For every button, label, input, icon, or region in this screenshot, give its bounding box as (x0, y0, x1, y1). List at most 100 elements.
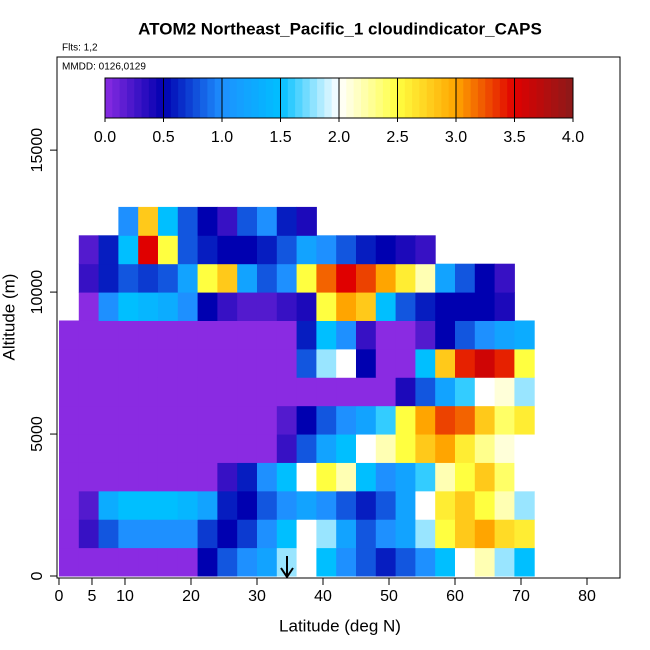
colorbar-cell (243, 78, 252, 118)
heatmap-cell (256, 292, 278, 321)
colorbar-cell (200, 78, 208, 118)
heatmap-cell (415, 377, 436, 407)
heatmap-cell (197, 263, 218, 293)
heatmap-cell (415, 263, 436, 293)
heatmap-cell (138, 235, 159, 265)
heatmap-cell (197, 377, 218, 407)
heatmap-cell (237, 434, 258, 463)
heatmap-cell (296, 547, 317, 577)
heatmap-cell (296, 263, 317, 293)
heatmap-cell (435, 348, 456, 378)
heatmap-cell (296, 235, 317, 265)
heatmap-cell (58, 348, 80, 378)
heatmap-cell (217, 263, 238, 293)
heatmap-cell (296, 519, 317, 549)
heatmap-cell (474, 292, 496, 321)
heatmap-cell (454, 547, 476, 577)
heatmap-cell (494, 377, 515, 407)
heatmap-cell (58, 405, 80, 435)
colorbar-tick-label: 2.5 (386, 129, 408, 146)
heatmap-cell (415, 405, 436, 435)
heatmap-cell (237, 490, 258, 520)
heatmap-cell (118, 377, 139, 407)
heatmap-cell (138, 206, 159, 236)
x-tick-label: 50 (380, 588, 398, 605)
heatmap-cell (197, 490, 218, 520)
colorbar-cell (514, 78, 523, 118)
colorbar-cell (353, 78, 362, 118)
heatmap-cell (336, 519, 357, 549)
heatmap-cell (98, 320, 119, 350)
heatmap-cell (118, 320, 139, 350)
heatmap-cell (138, 405, 159, 435)
heatmap-cell (276, 206, 298, 236)
heatmap-cell (276, 490, 298, 520)
heatmap-cell (118, 348, 139, 378)
colorbar-cell (119, 78, 128, 118)
heatmap-cell (514, 405, 535, 435)
heatmap-cell (58, 490, 80, 520)
heatmap-cell (375, 292, 397, 321)
heatmap-cell (296, 405, 317, 435)
heatmap-cell (336, 547, 357, 577)
heatmap-cell (435, 377, 456, 407)
heatmap-cell (435, 434, 456, 463)
heatmap-cell (336, 263, 357, 293)
colorbar-cell (441, 78, 450, 118)
heatmap-cell (355, 519, 377, 549)
heatmap-cell (256, 547, 278, 577)
heatmap-cell (197, 519, 218, 549)
heatmap-cell (415, 434, 436, 463)
heatmap-cell (98, 263, 119, 293)
heatmap-cell (217, 292, 238, 321)
heatmap-cell (454, 490, 476, 520)
heatmap-cell (474, 348, 496, 378)
heatmap-cell (197, 547, 218, 577)
heatmap-cell (177, 292, 199, 321)
heatmap-cell (157, 462, 179, 492)
heatmap-cell (78, 377, 100, 407)
colorbar-cell (229, 78, 238, 118)
heatmap-cell (78, 547, 100, 577)
heatmap-cell (276, 405, 298, 435)
colorbar-cell (529, 78, 537, 118)
heatmap-cell (118, 519, 139, 549)
colorbar-cell (214, 78, 223, 118)
colorbar-cell (156, 78, 164, 118)
heatmap-cell (118, 292, 139, 321)
heatmap-cell (177, 434, 199, 463)
heatmap-cell (454, 292, 476, 321)
heatmap-cell (177, 320, 199, 350)
colorbar-cell (368, 78, 377, 118)
heatmap-cell (435, 320, 456, 350)
heatmap-cell (177, 405, 199, 435)
chart-title: ATOM2 Northeast_Pacific_1 cloudindicator… (138, 19, 542, 38)
heatmap-cell (435, 490, 456, 520)
colorbar-tick-label: 0.5 (152, 129, 174, 146)
heatmap-cell (217, 519, 238, 549)
heatmap-cell (494, 292, 515, 321)
colorbar-cell (382, 78, 391, 118)
heatmap-cell (276, 377, 298, 407)
heatmap-cell (395, 235, 416, 265)
heatmap-cell (375, 320, 397, 350)
colorbar-cell (507, 78, 515, 118)
heatmap-cell (256, 377, 278, 407)
heatmap-cell (138, 292, 159, 321)
heatmap-cell (296, 348, 317, 378)
heatmap-cell (217, 320, 238, 350)
colorbar-cell (412, 78, 420, 118)
heatmap-cell (316, 377, 337, 407)
heatmap-cell (296, 462, 317, 492)
heatmap-cell (98, 490, 119, 520)
heatmap-cell (157, 490, 179, 520)
heatmap-cell (494, 434, 515, 463)
colorbar-cell (434, 78, 442, 118)
heatmap-cell (415, 235, 436, 265)
heatmap-cell (494, 547, 515, 577)
heatmap-cell (395, 547, 416, 577)
heatmap-cell (514, 490, 535, 520)
colorbar-cell (309, 78, 318, 118)
heatmap-cell (355, 235, 377, 265)
heatmap-cell (415, 320, 436, 350)
